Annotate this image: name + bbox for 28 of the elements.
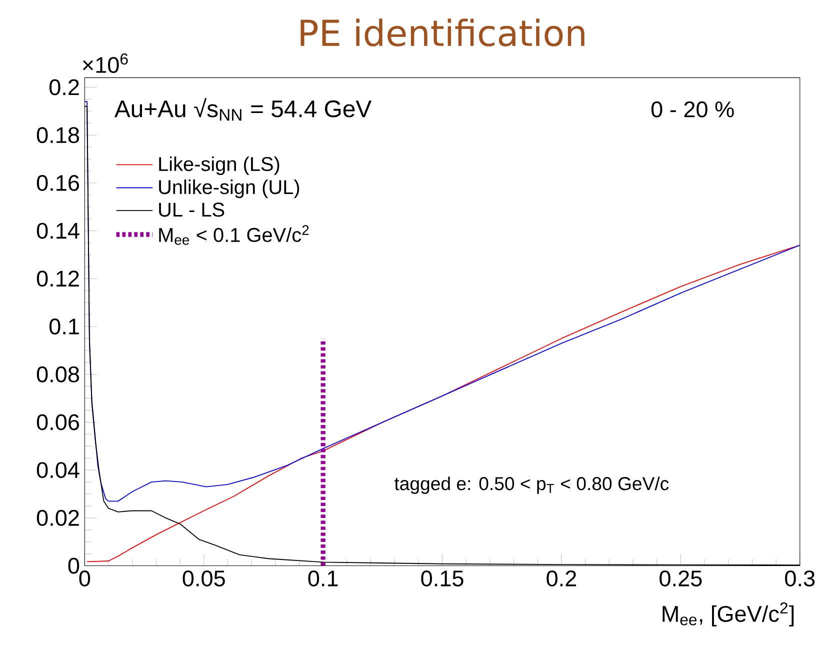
legend-label: M$_{ee}$ < 0.1 GeV/c$^{2}$	[159, 224, 309, 245]
y-tick-label: 0.04	[36, 462, 80, 478]
y-tick-label: 0.12	[36, 270, 79, 286]
x-tick-label: 0.25	[660, 570, 702, 586]
x-axis-title: M$_{ee}$, [GeV/c$^{2}$]	[662, 602, 794, 626]
y-tick-label: 0.02	[36, 510, 79, 526]
legend-label: Like-sign (LS)	[159, 156, 280, 175]
x-tick-label: 0.2	[546, 570, 576, 586]
text: ×10$^{6}$	[82, 53, 128, 73]
x-tick-label: 0.1	[308, 570, 338, 586]
x-tick-label: 0	[79, 570, 90, 586]
y-tick-label: 0.06	[36, 414, 79, 430]
y-tick-label: 0.14	[36, 222, 80, 239]
annotation: tagged e: 0.50 < p$_{T}$ < 0.80 GeV/c	[394, 476, 669, 494]
y-tick-label: 0.16	[36, 174, 79, 191]
legend-label: Unlike-sign (UL)	[159, 179, 300, 198]
y-tick-label: 0.2	[49, 79, 79, 96]
x-tick-label: 0.05	[182, 570, 225, 586]
y-tick-label: 0	[68, 558, 80, 574]
x-tick-label: 0.15	[421, 570, 464, 586]
x-tick-label: 0.3	[785, 570, 815, 586]
chart-title: PE identification	[300, 18, 584, 46]
y-tick-label: 0.18	[36, 126, 80, 143]
y-tick-label: 0.08	[36, 366, 80, 382]
annotation: Au+Au √s$_{NN}$ = 54.4 GeV	[114, 98, 372, 120]
y-tick-label: 0.1	[49, 318, 79, 334]
annotation: 0 - 20 %	[651, 101, 734, 118]
legend-label: UL - LS	[159, 202, 224, 216]
